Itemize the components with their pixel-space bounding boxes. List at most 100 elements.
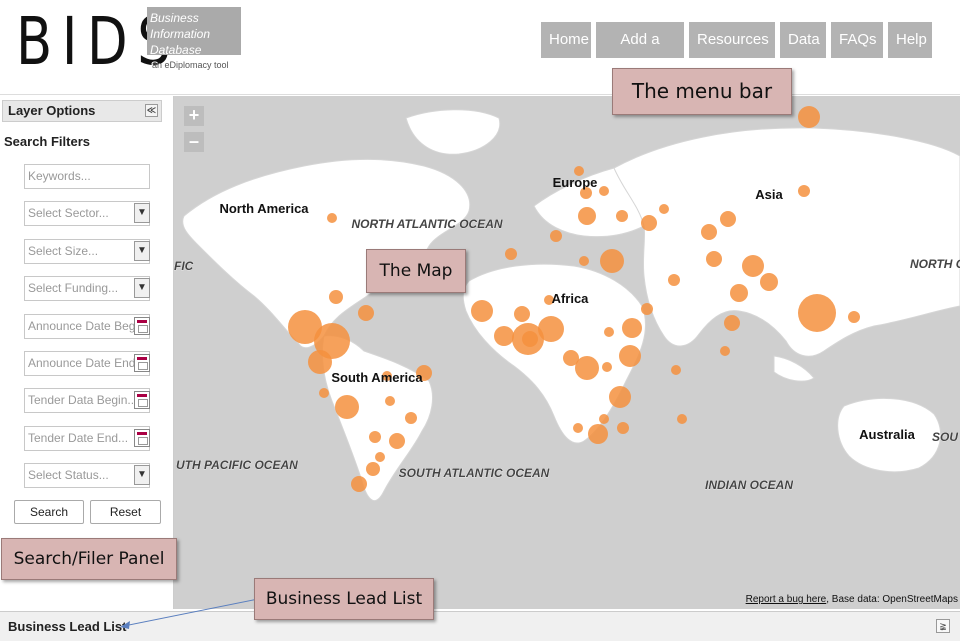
label-pacific-left: FIC xyxy=(174,259,194,273)
callout-lead-list: Business Lead List xyxy=(254,578,434,620)
lead-marker xyxy=(617,422,629,434)
report-bug-link[interactable]: Report a bug here xyxy=(745,594,827,605)
calendar-icon[interactable] xyxy=(134,391,150,409)
map-credit: Report a bug here, Base data: OpenStreet… xyxy=(746,594,958,605)
continent-australia xyxy=(837,397,942,473)
search-filter-panel: Layer Options ≪ Search Filters Keywords.… xyxy=(0,96,174,609)
zoom-out-icon[interactable]: – xyxy=(184,132,204,152)
lead-marker xyxy=(588,424,608,444)
lead-marker xyxy=(351,476,367,492)
lead-marker xyxy=(335,395,359,419)
lead-marker xyxy=(720,346,730,356)
label-sou-right: SOU xyxy=(932,430,958,444)
header: BIDS Business Information Database Syste… xyxy=(0,0,960,95)
announce-date-end-field[interactable]: Announce Date End xyxy=(24,351,150,376)
menu-resources[interactable]: Resources xyxy=(689,22,775,58)
label-australia: Australia xyxy=(859,427,915,442)
lead-marker xyxy=(798,294,836,332)
lead-marker xyxy=(308,350,332,374)
chevron-down-icon[interactable]: ▼ xyxy=(134,278,150,298)
lead-marker xyxy=(416,365,432,381)
tender-date-begin-field[interactable]: Tender Data Begin... xyxy=(24,388,150,413)
sector-select[interactable]: Select Sector... xyxy=(24,201,150,226)
lead-marker xyxy=(760,273,778,291)
lead-marker xyxy=(385,396,395,406)
menu-home[interactable]: Home xyxy=(541,22,591,58)
lead-marker xyxy=(579,256,589,266)
lead-marker xyxy=(573,423,583,433)
chevron-down-icon[interactable]: ▼ xyxy=(134,465,150,485)
lead-marker xyxy=(600,249,624,273)
lead-marker xyxy=(389,433,405,449)
tender-date-end-field[interactable]: Tender Date End... xyxy=(24,426,150,451)
lead-marker xyxy=(578,207,596,225)
lead-marker xyxy=(602,362,612,372)
business-lead-list-bar[interactable]: Business Lead List ≩ xyxy=(0,611,960,641)
lead-marker xyxy=(720,211,736,227)
lead-marker xyxy=(677,414,687,424)
continents xyxy=(182,109,960,502)
lead-marker xyxy=(550,230,562,242)
lead-marker xyxy=(742,255,764,277)
label-north-atlantic: NORTH ATLANTIC OCEAN xyxy=(351,217,502,231)
bids-logo[interactable]: BIDS xyxy=(16,3,181,80)
size-select[interactable]: Select Size... xyxy=(24,239,150,264)
label-north-america-1: North America xyxy=(219,201,309,216)
lead-marker xyxy=(544,295,554,305)
layer-options-header[interactable]: Layer Options ≪ xyxy=(2,100,162,122)
calendar-icon[interactable] xyxy=(134,429,150,447)
lead-marker xyxy=(616,210,628,222)
lead-marker xyxy=(599,414,609,424)
lead-marker xyxy=(369,431,381,443)
lead-marker xyxy=(724,315,740,331)
lead-marker xyxy=(471,300,493,322)
menu-data[interactable]: Data xyxy=(780,22,826,58)
menu-help[interactable]: Help xyxy=(888,22,932,58)
lead-marker xyxy=(730,284,748,302)
search-button[interactable]: Search xyxy=(14,500,84,524)
calendar-icon[interactable] xyxy=(134,317,150,335)
lead-marker xyxy=(329,290,343,304)
zoom-in-icon[interactable]: + xyxy=(184,106,204,126)
lead-marker xyxy=(505,248,517,260)
lead-marker xyxy=(701,224,717,240)
keywords-input[interactable]: Keywords... xyxy=(24,164,150,189)
menu-add-lead[interactable]: Add a Lead xyxy=(596,22,684,84)
lead-marker xyxy=(512,323,544,355)
label-africa: Africa xyxy=(552,291,590,306)
funding-select[interactable]: Select Funding... xyxy=(24,276,150,301)
lead-marker xyxy=(382,371,392,381)
lead-marker xyxy=(575,356,599,380)
callout-search-panel: Search/Filer Panel xyxy=(1,538,177,580)
label-europe: Europe xyxy=(553,175,598,190)
expand-up-icon[interactable]: ≩ xyxy=(936,619,950,633)
status-select[interactable]: Select Status... xyxy=(24,463,150,488)
map-canvas[interactable]: North America Europe Asia Africa South A… xyxy=(174,96,960,609)
label-asia: Asia xyxy=(755,187,783,202)
announce-date-begin-field[interactable]: Announce Date Beg xyxy=(24,314,150,339)
lead-marker xyxy=(798,185,810,197)
lead-markers xyxy=(288,106,860,492)
label-south-pacific-left: UTH PACIFIC OCEAN xyxy=(176,458,298,472)
menu-faqs[interactable]: FAQs xyxy=(831,22,883,58)
lead-marker xyxy=(574,166,584,176)
world-map[interactable]: North America Europe Asia Africa South A… xyxy=(174,96,960,609)
lead-marker xyxy=(494,326,514,346)
chevron-down-icon[interactable]: ▼ xyxy=(134,203,150,223)
lead-marker xyxy=(641,303,653,315)
lead-marker xyxy=(319,388,329,398)
label-south-atlantic: SOUTH ATLANTIC OCEAN xyxy=(399,466,550,480)
lead-marker xyxy=(668,274,680,286)
layer-options-label: Layer Options xyxy=(8,103,96,118)
lead-marker xyxy=(599,186,609,196)
lead-marker xyxy=(366,462,380,476)
lead-marker xyxy=(288,310,322,344)
logo-subtitle-box: Business Information Database System xyxy=(147,7,241,73)
collapse-panel-icon[interactable]: ≪ xyxy=(145,104,158,117)
lead-marker xyxy=(609,386,631,408)
reset-button[interactable]: Reset xyxy=(90,500,161,524)
chevron-down-icon[interactable]: ▼ xyxy=(134,241,150,261)
calendar-icon[interactable] xyxy=(134,354,150,372)
continent-indonesia xyxy=(773,355,815,382)
lead-marker xyxy=(327,213,337,223)
